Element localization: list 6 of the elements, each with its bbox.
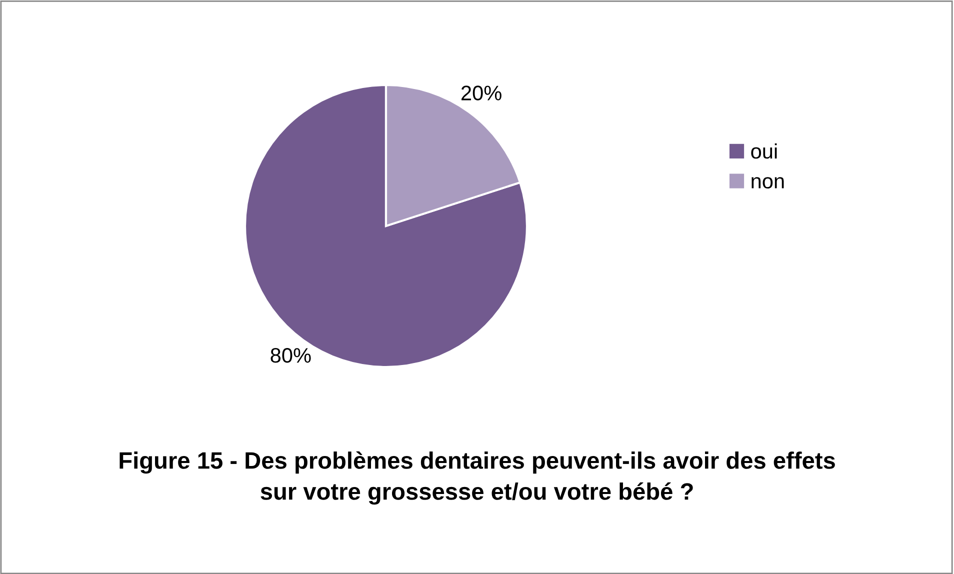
pie-slice bbox=[244, 84, 528, 368]
legend-label: oui bbox=[751, 143, 777, 159]
data-label: 80% bbox=[270, 348, 311, 363]
legend-label: non bbox=[752, 177, 784, 189]
text: Figure 15 - Des problèmes dentaires peuvent-ils avoir des effets sur votre grossesse et/ou votre bébé ? bbox=[120, 451, 835, 505]
data-label: 20% bbox=[462, 86, 502, 100]
